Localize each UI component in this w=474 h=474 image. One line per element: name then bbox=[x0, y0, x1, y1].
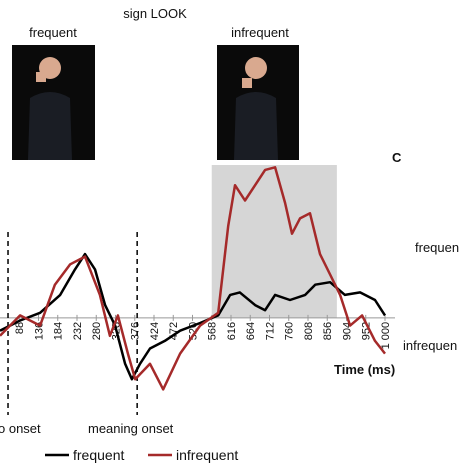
x-tick-label: 376 bbox=[130, 322, 142, 340]
annotation: meaning onset bbox=[88, 421, 174, 436]
x-axis-label: Time (ms) bbox=[334, 362, 395, 377]
hand bbox=[242, 78, 252, 88]
x-tick-label: 88 bbox=[14, 322, 26, 334]
photos bbox=[12, 45, 299, 160]
legend-label: infrequent bbox=[176, 447, 238, 463]
annotation: o onset bbox=[0, 421, 41, 436]
x-tick-label: 664 bbox=[245, 322, 257, 340]
x-tick-label: 280 bbox=[91, 322, 103, 340]
x-tick-label: 808 bbox=[303, 322, 315, 340]
line-1 bbox=[0, 166, 386, 391]
x-tick-label: 184 bbox=[53, 322, 65, 340]
x-tick-label: 424 bbox=[149, 322, 161, 340]
x-tick-label: 1 000 bbox=[380, 322, 392, 350]
x-tick-label: 232 bbox=[72, 322, 84, 340]
photo-label: infrequent bbox=[231, 25, 289, 40]
x-tick-label: 952 bbox=[361, 322, 373, 340]
x-tick-label: 616 bbox=[226, 322, 238, 340]
x-tick-label: 136 bbox=[34, 322, 46, 340]
title: sign LOOK bbox=[123, 6, 187, 21]
photo-label: frequent bbox=[29, 25, 77, 40]
hand bbox=[36, 72, 46, 82]
x-tick-label: 760 bbox=[284, 322, 296, 340]
legend-label: frequent bbox=[73, 447, 124, 463]
x-tick-label: 712 bbox=[265, 322, 277, 340]
legend: frequent infrequent bbox=[45, 447, 238, 463]
torso bbox=[28, 92, 72, 160]
torso bbox=[234, 92, 278, 160]
side-label: infrequen bbox=[403, 338, 457, 353]
panel-label: C bbox=[392, 150, 402, 165]
x-tick-label: 856 bbox=[322, 322, 334, 340]
head bbox=[245, 57, 267, 79]
x-tick-label: 568 bbox=[207, 322, 219, 340]
side-label: frequen bbox=[415, 240, 459, 255]
